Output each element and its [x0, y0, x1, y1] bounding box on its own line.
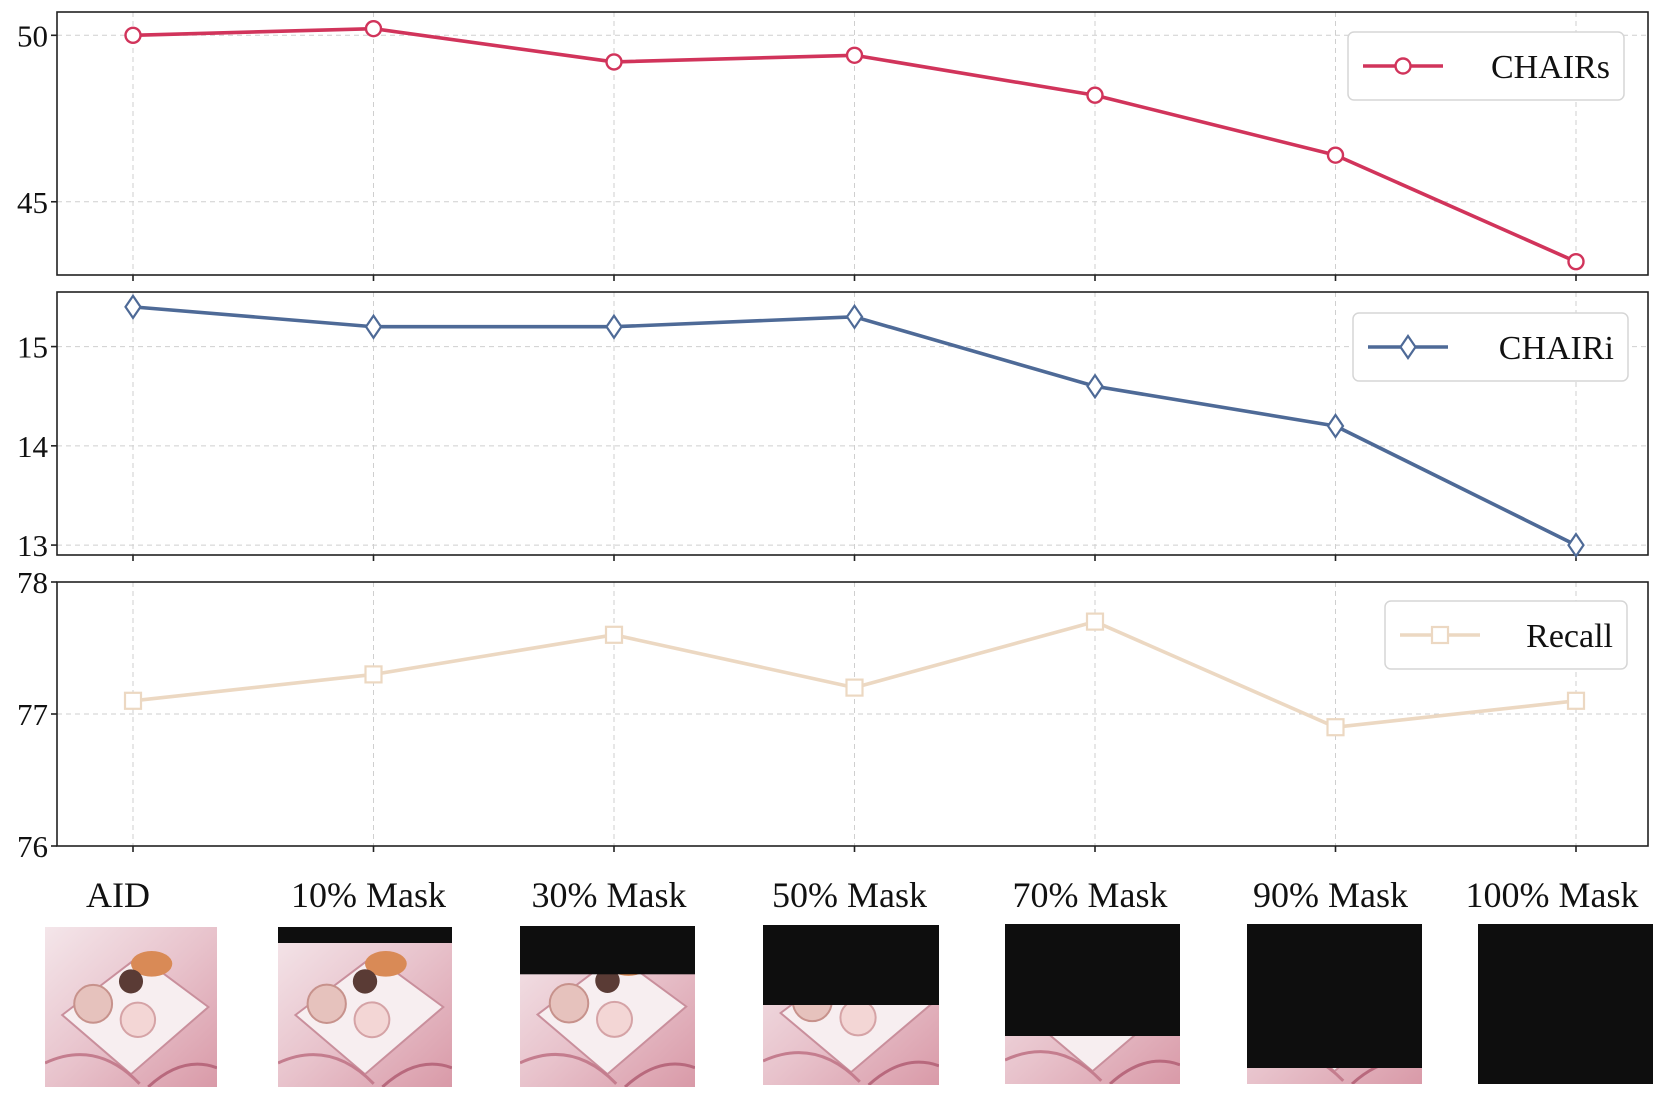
- mask-overlay: [1247, 924, 1422, 1068]
- data-point-chairs: [1567, 252, 1585, 271]
- mask-overlay: [1005, 924, 1180, 1036]
- masked-image-thumbnail: [1478, 924, 1653, 1084]
- data-point-chairs: [124, 26, 142, 45]
- data-point-chairi: [1086, 373, 1104, 400]
- legend: Recall: [1384, 600, 1628, 670]
- legend-box: [1352, 312, 1629, 382]
- panel-chairi: 13 14 15 CHAIRi: [17, 291, 1649, 563]
- data-point-recall: [845, 678, 864, 697]
- x-category-label: 70% Mask: [1013, 875, 1168, 915]
- y-tick-label: 50: [17, 18, 48, 53]
- legend-label: Recall: [1526, 618, 1613, 655]
- masked-image-thumbnail: [520, 926, 695, 1087]
- y-tick-label: 15: [17, 330, 48, 365]
- legend-marker-swatch: [1394, 57, 1412, 75]
- data-point-chairi: [845, 303, 864, 330]
- x-category-label: 50% Mask: [772, 875, 927, 915]
- masked-image-thumbnail: [278, 927, 452, 1087]
- x-category-label: 90% Mask: [1253, 875, 1408, 915]
- mask-overlay: [763, 925, 939, 1005]
- y-tick-label: 78: [17, 565, 48, 600]
- panel-chairs: 45 50 CHAIRs: [17, 11, 1649, 281]
- data-point-recall: [604, 625, 624, 644]
- data-point-chairi: [124, 293, 142, 320]
- data-point-recall: [364, 665, 383, 684]
- legend-box: [1347, 31, 1625, 101]
- masked-image-thumbnail: [45, 927, 217, 1087]
- legend-label: CHAIRs: [1491, 49, 1610, 86]
- x-category-label: 30% Mask: [532, 875, 687, 915]
- panel-recall: 76 77 78 Recall: [17, 565, 1649, 864]
- mask-overlay: [278, 927, 452, 943]
- data-point-chairi: [1326, 413, 1345, 439]
- mask-overlay: [520, 926, 695, 975]
- x-category-label: 10% Mask: [291, 875, 446, 915]
- data-point-chairs: [845, 46, 864, 64]
- data-point-recall: [1326, 718, 1345, 737]
- x-category-label: 100% Mask: [1466, 875, 1639, 915]
- legend: CHAIRi: [1352, 312, 1629, 382]
- y-tick-label: 13: [17, 528, 48, 563]
- y-tick-label: 77: [17, 697, 48, 732]
- legend-box: [1384, 600, 1628, 670]
- masked-image-thumbnail: [1005, 924, 1180, 1084]
- data-point-chairi: [1567, 532, 1585, 559]
- data-point-recall: [1085, 612, 1105, 631]
- y-tick-label: 45: [17, 185, 48, 220]
- data-point-chairi: [364, 313, 383, 340]
- data-point-recall: [1566, 691, 1586, 710]
- data-point-chairi: [605, 313, 623, 340]
- legend: CHAIRs: [1347, 31, 1625, 101]
- legend-label: CHAIRi: [1499, 330, 1614, 367]
- legend-marker-swatch: [1399, 334, 1417, 360]
- data-point-chairs: [364, 19, 383, 38]
- data-point-chairs: [1326, 146, 1345, 164]
- y-tick-label: 76: [17, 829, 48, 864]
- mask-overlay: [1478, 924, 1653, 1084]
- data-point-chairs: [605, 53, 623, 71]
- data-point-chairs: [1086, 86, 1104, 104]
- x-category-label: AID: [86, 875, 150, 915]
- y-tick-label: 14: [17, 429, 49, 464]
- plot-frame: [56, 11, 1649, 276]
- masked-image-thumbnail: [1247, 924, 1422, 1084]
- masked-image-thumbnail: [763, 925, 939, 1085]
- legend-marker-swatch: [1430, 625, 1450, 645]
- data-point-recall: [123, 691, 143, 710]
- plot-frame: [56, 291, 1649, 556]
